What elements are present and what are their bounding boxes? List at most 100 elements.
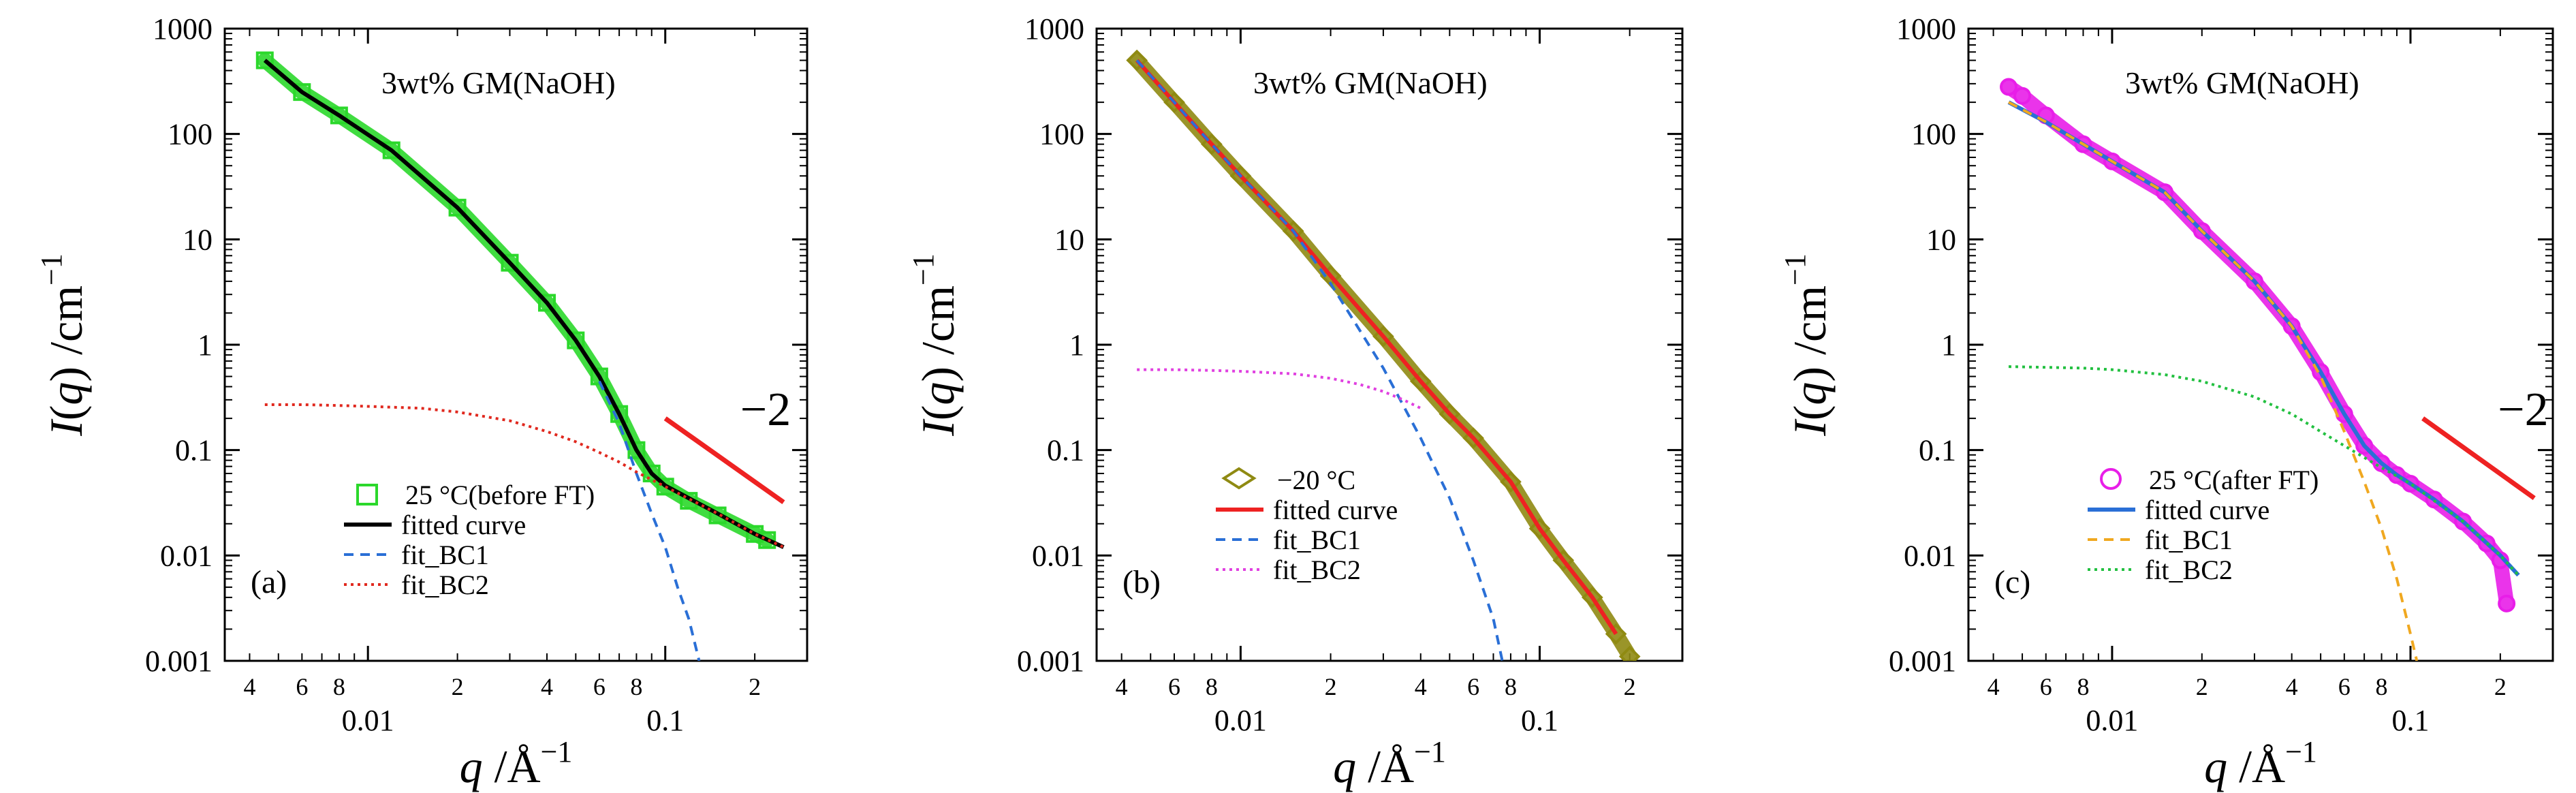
diamond-marker	[1528, 518, 1551, 540]
square-marker	[746, 525, 764, 543]
diamond-marker	[1618, 645, 1641, 661]
diamond-marker	[1439, 403, 1461, 425]
plot-area	[255, 51, 785, 661]
legend-diamond-marker	[1221, 467, 1257, 490]
legend-label: fitted curve	[1273, 495, 1398, 525]
panel-title: 3wt% GM(NaOH)	[2125, 65, 2359, 100]
fit-bc2-line	[1137, 368, 1421, 409]
x-minor-tick-label: 4	[1415, 673, 1427, 700]
panel-letter: (a)	[251, 564, 287, 600]
circle-marker	[2477, 534, 2496, 553]
x-minor-tick-label: 2	[2196, 673, 2208, 700]
x-axis-title: q /Å−1	[460, 735, 573, 792]
square-marker	[656, 478, 674, 496]
x-minor-tick-label: 8	[333, 673, 345, 700]
x-minor-tick-label: 2	[2494, 673, 2507, 700]
diamond-marker	[1201, 133, 1223, 155]
square-marker	[538, 294, 556, 312]
x-axis-title: q /Å−1	[1333, 735, 1446, 792]
x-axis-title: q /Å−1	[2204, 735, 2317, 792]
x-tick-label: 0.1	[1521, 704, 1558, 737]
series-band	[2001, 79, 2515, 611]
fit-bc2-line	[2008, 365, 2519, 576]
fit-bc1-line	[1135, 59, 1504, 661]
y-tick-label: 0.01	[160, 539, 213, 572]
y-tick-label: 0.1	[175, 434, 213, 467]
legend-label: 25 °C(before FT)	[405, 480, 595, 510]
x-minor-tick-label: 8	[1505, 673, 1517, 700]
y-tick-label: 0.01	[1904, 539, 1956, 572]
x-minor-tick-label: 2	[1624, 673, 1636, 700]
slope-guide-line	[663, 416, 785, 505]
y-tick-label: 0.01	[1032, 539, 1084, 572]
series-band	[257, 52, 775, 548]
slope-guide-line	[2421, 416, 2536, 501]
diamond-marker	[1500, 471, 1522, 493]
panel-letter: (c)	[1994, 564, 2030, 600]
slope-label: −2	[740, 384, 791, 436]
panel-title: 3wt% GM(NaOH)	[1253, 65, 1488, 100]
plot-area	[2000, 78, 2520, 661]
circle-marker	[2103, 152, 2121, 170]
fitted-curve-line	[2007, 100, 2520, 577]
legend-square-marker	[356, 484, 378, 506]
y-tick-label: 10	[183, 223, 213, 256]
circle-marker	[2498, 594, 2516, 612]
circle-marker	[2000, 78, 2018, 96]
x-minor-tick-label: 8	[2376, 673, 2388, 700]
y-tick-label: 100	[1039, 118, 1084, 151]
x-minor-tick-label: 4	[243, 673, 255, 700]
series-band	[1129, 52, 1637, 661]
square-marker	[330, 106, 348, 125]
diamond-marker	[1462, 427, 1484, 449]
y-tick-label: 0.1	[1919, 434, 1956, 467]
square-marker	[642, 464, 661, 482]
square-marker	[627, 441, 646, 459]
diamond-marker	[1282, 220, 1304, 242]
circle-marker	[2401, 474, 2419, 493]
x-minor-tick-label: 6	[1467, 673, 1479, 700]
legend-label: fit_BC2	[401, 570, 489, 600]
square-marker	[448, 198, 467, 217]
circle-marker	[2425, 491, 2443, 509]
fit-bc2-line	[264, 403, 785, 548]
y-tick-label: 10	[1054, 223, 1084, 256]
diamond-marker	[1163, 91, 1185, 113]
y-tick-label: 0.001	[1017, 644, 1084, 678]
y-tick-label: 100	[1911, 118, 1956, 151]
legend-label: 25 °C(after FT)	[2149, 465, 2319, 495]
legend-label: fitted curve	[401, 510, 526, 540]
circle-marker	[2013, 87, 2032, 105]
diamond-marker	[1552, 549, 1575, 572]
diamond-marker	[1126, 49, 1148, 72]
x-minor-tick-label: 4	[1116, 673, 1128, 700]
y-tick-label: 0.001	[145, 644, 213, 678]
circle-marker	[2156, 183, 2174, 202]
diamond-marker	[1581, 587, 1603, 608]
fitted-curve-line	[1135, 59, 1618, 636]
x-tick-label: 0.1	[2391, 704, 2429, 737]
circle-marker	[2372, 454, 2391, 472]
x-minor-tick-label: 6	[2040, 673, 2052, 700]
x-tick-label: 0.01	[342, 704, 394, 737]
circle-marker	[2193, 222, 2211, 240]
diamond-marker	[1372, 325, 1394, 347]
y-tick-label: 0.1	[1047, 434, 1084, 467]
circle-marker	[2355, 437, 2374, 455]
x-minor-tick-label: 2	[452, 673, 464, 700]
y-tick-label: 1000	[1024, 12, 1084, 46]
y-tick-label: 1000	[153, 12, 213, 46]
legend-label: fit_BC2	[2145, 555, 2233, 585]
diamond-marker	[1409, 370, 1432, 392]
y-tick-label: 1	[1941, 328, 1956, 362]
x-minor-tick-label: 8	[630, 673, 642, 700]
x-minor-tick-label: 6	[296, 673, 308, 700]
fit-bc1-line	[2008, 101, 2419, 661]
square-marker	[501, 253, 519, 272]
x-minor-tick-label: 8	[1206, 673, 1218, 700]
x-minor-tick-label: 2	[1325, 673, 1337, 700]
circle-marker	[2074, 135, 2092, 153]
